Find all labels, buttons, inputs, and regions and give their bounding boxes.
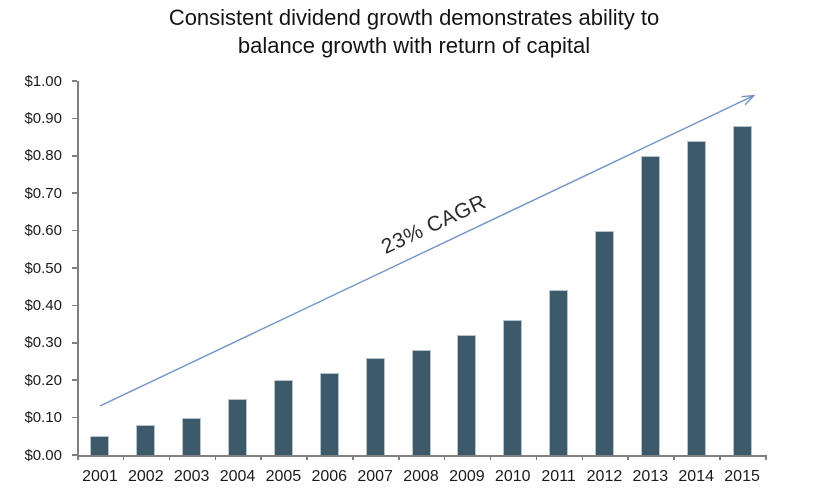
- y-axis-tick-label: $0.30: [24, 334, 62, 352]
- x-axis-tick-label: 2009: [449, 468, 485, 485]
- x-axis-tick-mark: [122, 455, 125, 460]
- y-axis-tick-mark: [72, 229, 77, 232]
- bar: [549, 290, 569, 455]
- y-axis-tick-mark: [72, 117, 77, 120]
- bar: [732, 125, 752, 455]
- x-axis-tick-label: 2015: [724, 468, 760, 485]
- y-axis-tick-label: $0.70: [24, 184, 62, 202]
- x-axis-tick-mark: [306, 455, 308, 460]
- x-axis-tick-mark: [765, 455, 767, 460]
- x-axis-line: [77, 455, 767, 457]
- y-axis-tick-label: $0.60: [24, 222, 62, 240]
- x-axis-tick-mark: [627, 455, 629, 460]
- bar: [503, 320, 523, 455]
- x-axis-tick-mark: [581, 455, 584, 460]
- bar: [365, 357, 385, 455]
- x-axis-tick-mark: [214, 455, 217, 460]
- bar: [90, 436, 110, 455]
- x-axis-tick-label: 2008: [403, 468, 439, 485]
- x-axis-tick-mark: [443, 455, 446, 460]
- bar: [273, 380, 293, 455]
- y-axis-tick-mark: [72, 379, 77, 381]
- x-axis-tick-label: 2012: [586, 468, 623, 485]
- chart-title-line1: Consistent dividend growth demonstrates …: [168, 5, 660, 30]
- x-axis-tick-label: 2004: [219, 468, 256, 485]
- y-axis-tick-mark: [72, 342, 77, 344]
- y-axis-tick-mark: [72, 304, 77, 307]
- y-axis-tick-label: $0.10: [24, 409, 62, 427]
- x-axis-tick-mark: [77, 455, 79, 460]
- bar: [319, 372, 339, 455]
- y-axis-tick-mark: [72, 416, 77, 419]
- x-axis-tick-label: 2013: [632, 468, 669, 485]
- x-axis-tick-label: 2002: [128, 468, 164, 485]
- bar: [411, 350, 431, 455]
- bar: [182, 417, 202, 455]
- bar: [136, 425, 156, 455]
- x-axis-tick-label: 2005: [265, 468, 302, 485]
- bar: [594, 230, 614, 455]
- bar: [686, 140, 706, 455]
- x-axis-tick-mark: [398, 455, 400, 460]
- bar: [640, 155, 660, 455]
- y-axis-tick-mark: [72, 155, 77, 157]
- x-axis-tick-mark: [168, 455, 171, 460]
- y-axis-line: [77, 81, 79, 455]
- y-axis-tick-label: $0.90: [24, 109, 62, 127]
- y-axis-tick-label: $0.20: [24, 371, 62, 389]
- y-axis-tick-label: $0.00: [24, 446, 62, 464]
- x-axis-tick-label: 2011: [541, 468, 576, 485]
- bar: [228, 398, 248, 455]
- y-axis-tick-mark: [72, 267, 77, 269]
- x-axis-tick-mark: [673, 455, 675, 460]
- chart-title-line2: balance growth with return of capital: [237, 33, 591, 58]
- cagr-annotation: 23% CAGR: [377, 190, 490, 259]
- x-axis-tick-label: 2007: [357, 468, 393, 485]
- y-axis-tick-mark: [72, 192, 77, 194]
- x-axis-tick-label: 2003: [173, 468, 210, 485]
- x-axis-tick-mark: [719, 455, 721, 460]
- y-axis-tick-label: $1.00: [24, 72, 62, 90]
- y-axis-tick-label: $0.40: [24, 296, 62, 314]
- x-axis-tick-mark: [260, 455, 262, 460]
- x-axis-tick-mark: [352, 455, 354, 460]
- y-axis-tick-mark: [72, 80, 77, 82]
- x-axis-tick-mark: [489, 455, 492, 460]
- x-axis-tick-label: 2006: [311, 468, 348, 485]
- x-axis-tick-label: 2001: [82, 468, 118, 485]
- x-axis-tick-label: 2010: [494, 468, 531, 485]
- chart-title: Consistent dividend growth demonstrates …: [0, 4, 828, 60]
- bar: [457, 335, 477, 455]
- y-axis-tick-label: $0.50: [24, 259, 62, 277]
- y-axis-tick-mark: [72, 454, 77, 456]
- y-axis-tick-label: $0.80: [24, 147, 62, 165]
- x-axis-tick-mark: [535, 455, 538, 460]
- x-axis-tick-label: 2014: [678, 468, 714, 485]
